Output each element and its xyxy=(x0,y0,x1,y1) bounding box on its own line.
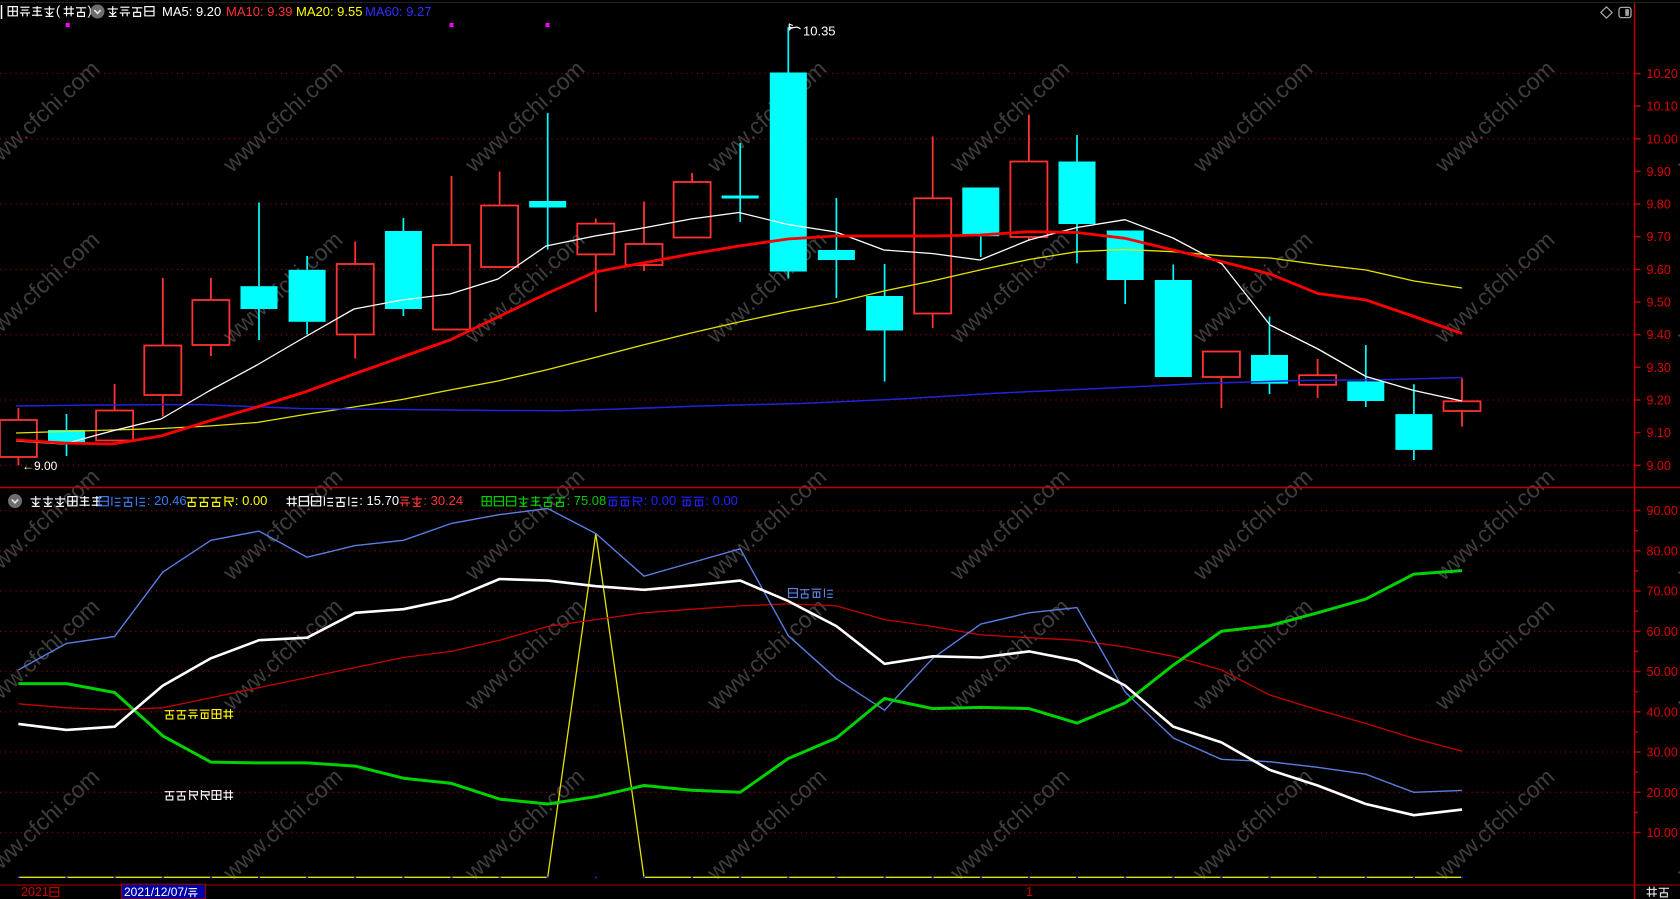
svg-text:MA10: 9.39: MA10: 9.39 xyxy=(226,4,293,19)
svg-text:10.10: 10.10 xyxy=(1647,100,1678,114)
svg-text:40.00: 40.00 xyxy=(1647,705,1678,719)
svg-text:9.30: 9.30 xyxy=(1647,361,1671,375)
svg-text:9.10: 9.10 xyxy=(1647,426,1671,440)
svg-text:9.00: 9.00 xyxy=(1647,459,1671,473)
svg-text:: 75.08: : 75.08 xyxy=(567,493,607,508)
svg-text:10.20: 10.20 xyxy=(1647,67,1678,81)
svg-text:80.00: 80.00 xyxy=(1647,544,1678,558)
svg-text:1: 1 xyxy=(1026,885,1033,899)
svg-text:50.00: 50.00 xyxy=(1647,665,1678,679)
svg-text:90.00: 90.00 xyxy=(1647,504,1678,518)
svg-text:30.00: 30.00 xyxy=(1647,746,1678,760)
svg-text:9.20: 9.20 xyxy=(1647,394,1671,408)
svg-text:MA20: 9.55: MA20: 9.55 xyxy=(296,4,363,19)
svg-text:: 20.46: : 20.46 xyxy=(147,493,187,508)
svg-text:20.00: 20.00 xyxy=(1647,786,1678,800)
svg-text:: 0.00: : 0.00 xyxy=(644,493,677,508)
svg-text:60.00: 60.00 xyxy=(1647,625,1678,639)
svg-text:(: ( xyxy=(56,3,61,18)
svg-text:2021: 2021 xyxy=(21,885,49,899)
svg-text:: 15.70: : 15.70 xyxy=(359,493,399,508)
svg-text:9.60: 9.60 xyxy=(1647,263,1671,277)
svg-text:MA5: 9.20: MA5: 9.20 xyxy=(162,4,221,19)
svg-text:2021/12/07/: 2021/12/07/ xyxy=(124,885,188,899)
svg-text:: 0.00: : 0.00 xyxy=(235,493,268,508)
svg-text:10.00: 10.00 xyxy=(1647,826,1678,840)
svg-text:9.80: 9.80 xyxy=(1647,198,1671,212)
svg-text:9.50: 9.50 xyxy=(1647,296,1671,310)
svg-text:70.00: 70.00 xyxy=(1647,585,1678,599)
svg-text:9.70: 9.70 xyxy=(1647,230,1671,244)
svg-text:: 30.24: : 30.24 xyxy=(423,493,463,508)
svg-text:9.40: 9.40 xyxy=(1647,328,1671,342)
svg-text:: 0.00: : 0.00 xyxy=(705,493,738,508)
svg-text:MA60: 9.27: MA60: 9.27 xyxy=(365,4,432,19)
svg-text:): ) xyxy=(88,3,92,18)
svg-text:←9.00: ←9.00 xyxy=(22,459,58,473)
svg-text:9.90: 9.90 xyxy=(1647,165,1671,179)
svg-text:10.35: 10.35 xyxy=(803,24,836,39)
svg-text:10.00: 10.00 xyxy=(1647,132,1678,146)
